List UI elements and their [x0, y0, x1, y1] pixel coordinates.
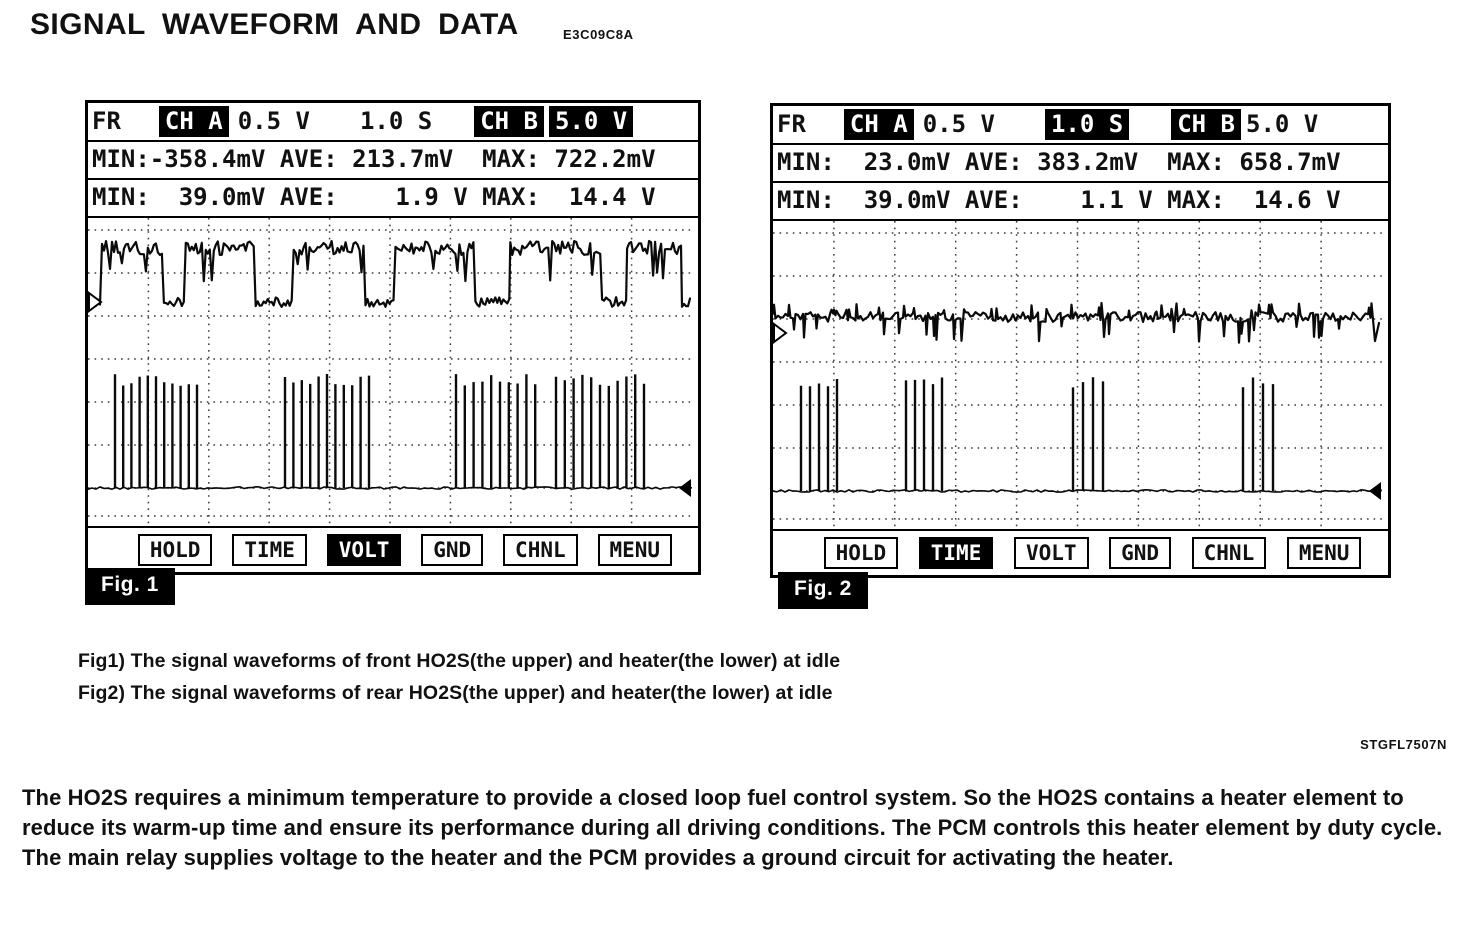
scope2-trigger-mode: FR: [777, 110, 806, 138]
scope2-ch-b-stats: MIN: 39.0mV AVE: 1.1 V MAX: 14.6 V: [773, 183, 1388, 221]
body-paragraph: The HO2S requires a minimum temperature …: [22, 785, 1443, 870]
caption-fig1: Fig1) The signal waveforms of front HO2S…: [78, 650, 841, 672]
scope2-time-button: TIME: [918, 537, 994, 569]
scope1-chnl-button: CHNL: [503, 534, 578, 566]
scope2-volt-button: VOLT: [1013, 537, 1089, 569]
fig2-label: Fig. 2: [778, 572, 868, 609]
scope2-chnl-button: CHNL: [1191, 537, 1267, 569]
scope1-ch-b-stats: MIN: 39.0mV AVE: 1.9 V MAX: 14.4 V: [88, 180, 698, 218]
scope2-settings-row: FR CH A 0.5 V 1.0 S CH B 5.0 V: [773, 106, 1388, 145]
scope1-ch-b-badge: CH B: [474, 106, 544, 137]
scope2-waveform-screen: [773, 221, 1388, 531]
scope1-ch-a-volts: 0.5 V: [237, 107, 310, 135]
scope2-ch-a-badge: CH A: [843, 109, 914, 140]
section-code: E3C09C8A: [563, 27, 634, 42]
scope2-timebase: 1.0 S: [1044, 109, 1130, 140]
scope1-hold-button: HOLD: [137, 534, 213, 566]
scope1-ch-b-volts: 5.0 V: [549, 106, 634, 137]
oscilloscope-fig1: FR CH A 0.5 V 1.0 S CH B 5.0 V MIN:-358.…: [85, 100, 701, 575]
scope1-time-button: TIME: [232, 534, 307, 566]
scope1-ch-a-stats: MIN:-358.4mV AVE: 213.7mV MAX: 722.2mV: [88, 142, 698, 180]
scope2-hold-button: HOLD: [823, 537, 899, 569]
scope1-gnd-button: GND: [421, 534, 484, 566]
scope2-ch-a-volts: 0.5 V: [922, 110, 995, 138]
scope2-ch-a-stats: MIN: 23.0mV AVE: 383.2mV MAX: 658.7mV: [773, 145, 1388, 183]
scope2-gnd-button: GND: [1109, 537, 1172, 569]
oscilloscope-fig2: FR CH A 0.5 V 1.0 S CH B 5.0 V MIN: 23.0…: [770, 103, 1391, 578]
reference-code: STGFL7507N: [1360, 737, 1447, 752]
scope2-menu-button: MENU: [1286, 537, 1362, 569]
figure-captions: Fig1) The signal waveforms of front HO2S…: [78, 645, 840, 709]
scope1-waveform-plot: [88, 218, 692, 526]
scope1-volt-button: VOLT: [326, 534, 402, 566]
fig1-label: Fig. 1: [85, 568, 175, 605]
scope1-waveform-screen: [88, 218, 698, 528]
caption-fig2: Fig2) The signal waveforms of rear HO2S(…: [78, 682, 833, 704]
scope2-ch-b-badge: CH B: [1171, 109, 1241, 140]
scope1-menu-button: MENU: [597, 534, 673, 566]
scope1-settings-row: FR CH A 0.5 V 1.0 S CH B 5.0 V: [88, 103, 698, 142]
scope1-ch-a-badge: CH A: [158, 106, 229, 137]
scope1-buttons: HOLD TIME VOLT GND CHNL MENU: [88, 528, 698, 572]
scope2-waveform-plot: [773, 221, 1382, 529]
page-title: SIGNAL WAVEFORM AND DATA: [30, 8, 519, 41]
scope2-buttons: HOLD TIME VOLT GND CHNL MENU: [773, 531, 1388, 575]
scope1-timebase: 1.0 S: [359, 107, 433, 135]
scope2-ch-b-volts: 5.0 V: [1246, 110, 1319, 138]
scope1-trigger-mode: FR: [92, 107, 121, 135]
